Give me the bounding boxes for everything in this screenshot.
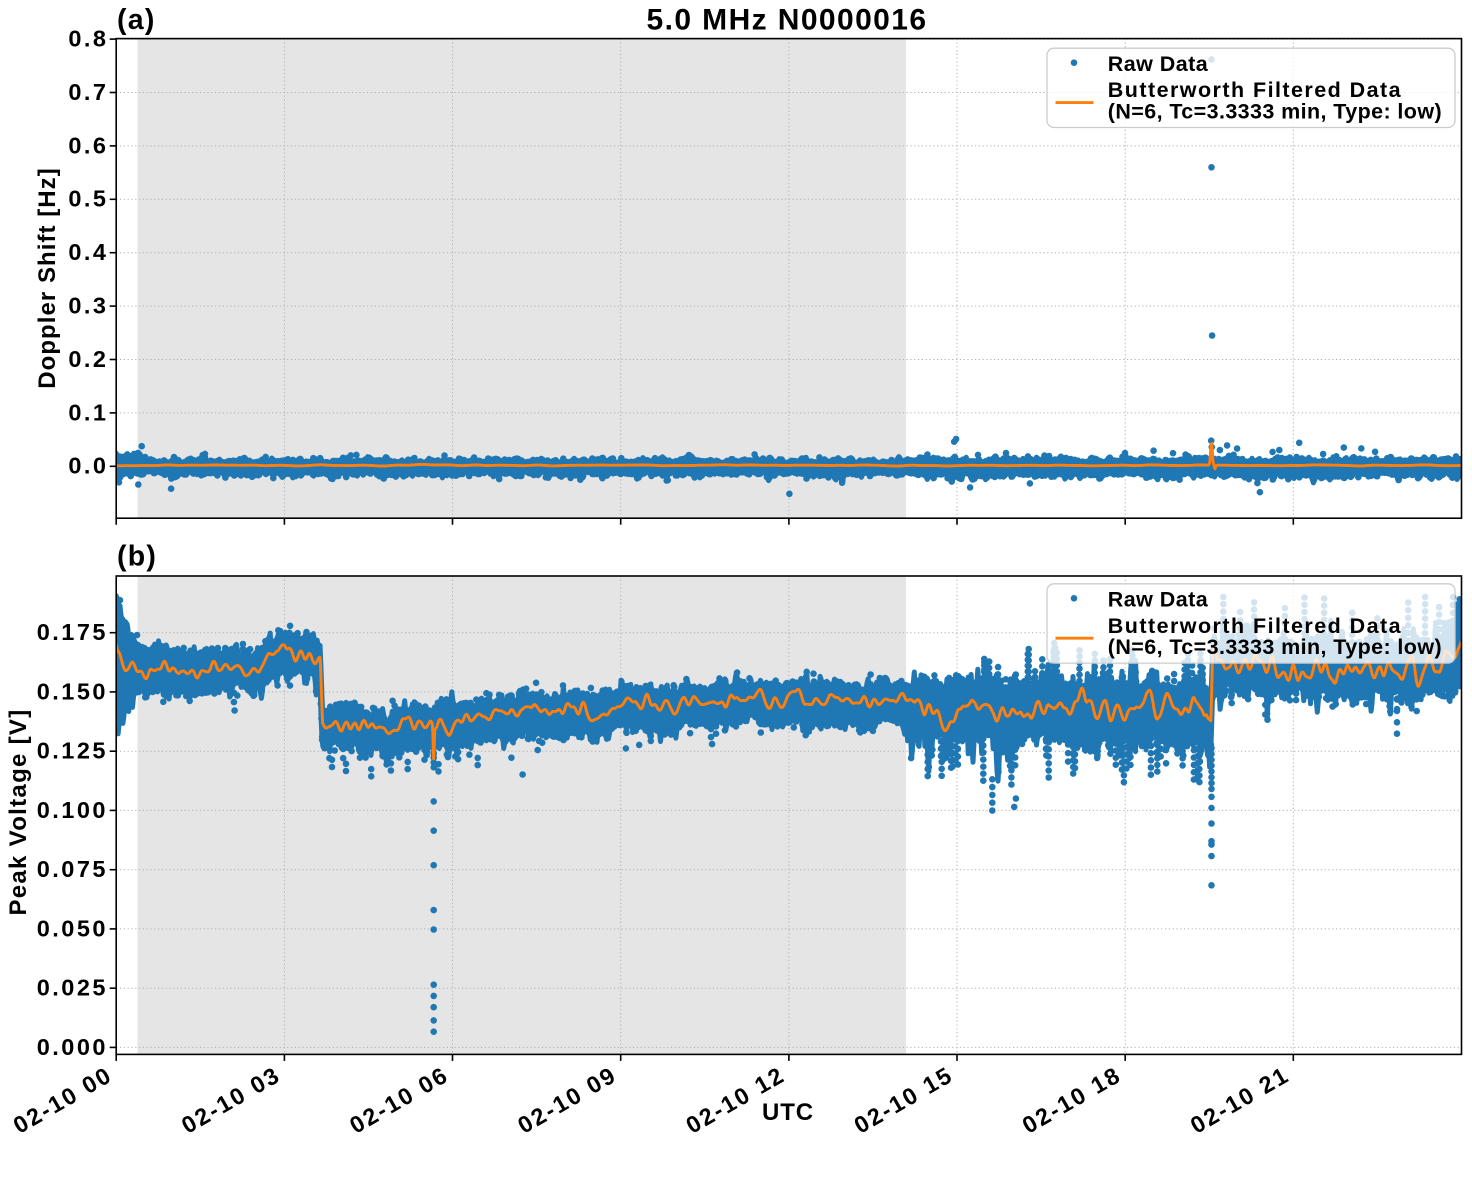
svg-text:0.8: 0.8: [68, 26, 108, 52]
svg-text:Raw Data: Raw Data: [1108, 52, 1209, 76]
svg-text:0.6: 0.6: [68, 132, 108, 158]
svg-text:Butterworth Filtered Data: Butterworth Filtered Data: [1108, 614, 1402, 638]
svg-text:(N=6, Tc=3.3333 min, Type: low: (N=6, Tc=3.3333 min, Type: low): [1108, 635, 1442, 659]
svg-text:(b): (b): [117, 541, 157, 573]
svg-text:0.025: 0.025: [37, 975, 108, 1001]
svg-text:0.000: 0.000: [37, 1034, 108, 1060]
svg-text:0.175: 0.175: [37, 619, 108, 645]
svg-text:0.0: 0.0: [68, 453, 108, 479]
svg-text:(N=6, Tc=3.3333 min, Type: low: (N=6, Tc=3.3333 min, Type: low): [1108, 99, 1442, 123]
svg-text:0.125: 0.125: [37, 738, 108, 764]
svg-text:0.5: 0.5: [68, 186, 108, 212]
svg-text:Raw Data: Raw Data: [1108, 588, 1209, 612]
svg-text:Doppler Shift [Hz]: Doppler Shift [Hz]: [34, 167, 61, 389]
svg-text:Butterworth Filtered Data: Butterworth Filtered Data: [1108, 78, 1402, 102]
svg-text:0.2: 0.2: [68, 346, 108, 372]
svg-text:(a): (a): [117, 4, 156, 36]
svg-text:0.3: 0.3: [68, 293, 108, 319]
svg-text:0.4: 0.4: [68, 239, 108, 265]
svg-text:5.0 MHz N0000016: 5.0 MHz N0000016: [647, 4, 928, 37]
svg-text:0.1: 0.1: [68, 399, 108, 425]
svg-text:0.050: 0.050: [37, 915, 108, 941]
svg-text:0.100: 0.100: [37, 797, 108, 823]
svg-text:UTC: UTC: [762, 1099, 814, 1126]
svg-text:0.7: 0.7: [68, 79, 108, 105]
svg-text:0.150: 0.150: [37, 678, 108, 704]
svg-text:Peak Voltage [V]: Peak Voltage [V]: [5, 708, 32, 915]
svg-text:0.075: 0.075: [37, 856, 108, 882]
